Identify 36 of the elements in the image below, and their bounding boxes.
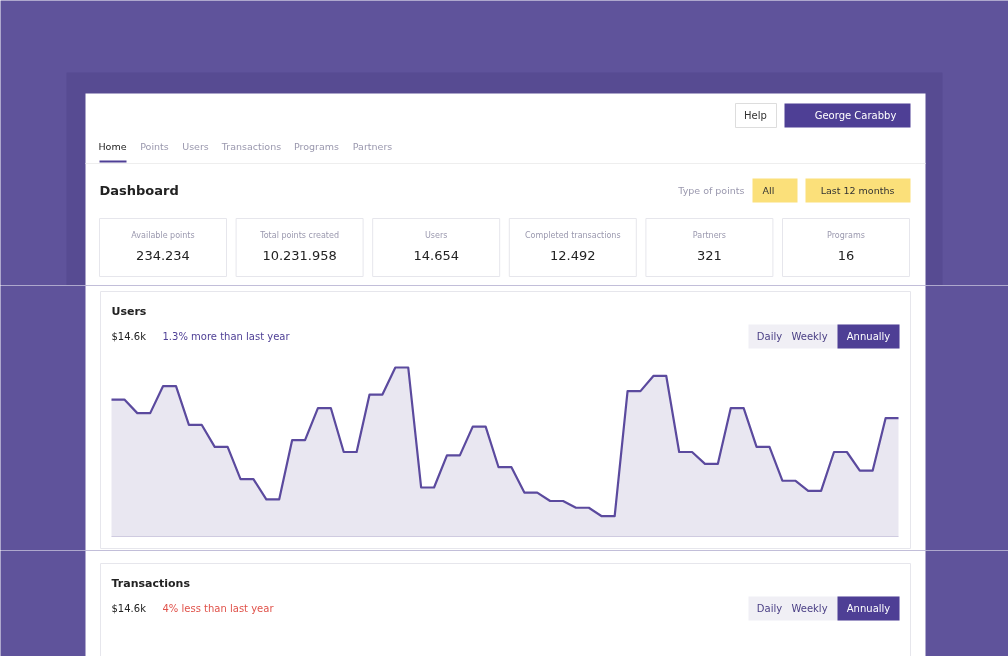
text: Help bbox=[744, 110, 767, 121]
text: Daily bbox=[756, 331, 783, 342]
text: 14.654 bbox=[413, 248, 459, 263]
text: 1.3% more than last year bbox=[162, 331, 291, 342]
text: Partners bbox=[692, 231, 727, 240]
text: 234.234 bbox=[136, 248, 190, 263]
text: Users bbox=[182, 141, 209, 152]
text: Last 12 months bbox=[820, 185, 895, 196]
text: Home bbox=[98, 141, 127, 152]
text: Users bbox=[425, 231, 448, 240]
text: Annually bbox=[846, 331, 891, 342]
text: Completed transactions bbox=[525, 231, 621, 240]
text: All bbox=[762, 185, 775, 196]
text: Weekly bbox=[791, 603, 828, 614]
text: $14.6k bbox=[111, 603, 147, 614]
text: Partners bbox=[352, 141, 393, 152]
chart-subtitle: $14.6k bbox=[111, 331, 147, 342]
text: 16 bbox=[837, 248, 855, 263]
text: Total points created bbox=[259, 231, 340, 240]
text: Daily bbox=[756, 603, 783, 614]
text: Transactions bbox=[220, 141, 282, 152]
text: Type of points bbox=[677, 185, 745, 196]
text: George Carabby bbox=[814, 110, 897, 121]
text: 4% less than last year bbox=[162, 603, 275, 614]
text: Dashboard bbox=[99, 183, 179, 198]
text: 10.231.958 bbox=[262, 248, 337, 263]
text: Programs bbox=[293, 141, 340, 152]
text: Programs bbox=[827, 231, 865, 240]
text: Available points bbox=[131, 231, 195, 240]
text: Weekly bbox=[791, 331, 828, 342]
chart-title: Users bbox=[111, 305, 147, 318]
text: 321 bbox=[696, 248, 722, 263]
text: Points bbox=[140, 141, 169, 152]
text: 12.492 bbox=[550, 248, 596, 263]
text: Transactions bbox=[111, 577, 191, 590]
text: Annually bbox=[846, 603, 891, 614]
